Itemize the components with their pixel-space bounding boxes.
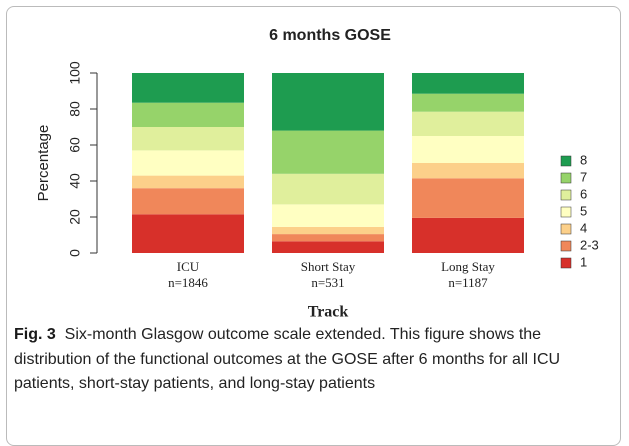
legend-label: 1 — [580, 254, 587, 269]
caption-text: Six-month Glasgow outcome scale extended… — [14, 326, 561, 392]
chart-title: 6 months GOSE — [269, 27, 391, 44]
bar-segment — [412, 136, 524, 163]
bar-segment — [272, 173, 384, 205]
bar-segment — [272, 226, 384, 235]
chart: 6 months GOSE Percentage Track 0 20 40 60 80… — [35, 27, 599, 320]
legend-label: 6 — [580, 186, 587, 201]
bar-segment — [132, 188, 244, 215]
legend-label: 5 — [580, 203, 587, 218]
legend-label: 2-3 — [580, 237, 599, 252]
bar-segment — [412, 111, 524, 136]
bar-segment — [272, 204, 384, 227]
x-tick-sublabel: n=1846 — [168, 275, 208, 290]
legend-swatch — [560, 172, 572, 184]
bar-segment — [132, 73, 244, 103]
y-tick-label: 60 — [67, 137, 83, 153]
legend-swatch — [560, 206, 572, 218]
bar-segment — [272, 130, 384, 174]
legend-swatch — [560, 223, 572, 235]
y-tick-label: 40 — [67, 173, 83, 189]
bar-segment — [412, 178, 524, 218]
page: 6 months GOSE Percentage Track 0 20 40 60 80… — [6, 6, 621, 446]
bar-segment — [272, 241, 384, 253]
bar-segment — [412, 73, 524, 94]
legend-swatch — [560, 240, 572, 252]
bar-segment — [132, 127, 244, 151]
caption: Fig. 3 Six-month Glasgow outcome scale e… — [14, 323, 614, 397]
bar-segment — [412, 93, 524, 112]
x-tick-label: ICU — [177, 259, 200, 274]
legend-label: 4 — [580, 220, 587, 235]
bar-segment — [132, 150, 244, 176]
legend-label: 8 — [580, 152, 587, 167]
bar-segment — [412, 217, 524, 253]
y-tick-label: 80 — [67, 101, 83, 117]
bar-segment — [412, 163, 524, 179]
x-tick-sublabel: n=1187 — [448, 275, 488, 290]
y-tick-label: 0 — [67, 249, 83, 257]
x-tick-label: Short Stay — [301, 259, 356, 274]
bar-segment — [132, 214, 244, 253]
x-tick-sublabel: n=531 — [311, 275, 344, 290]
y-axis-label: Percentage — [35, 125, 52, 202]
y-tick-label: 100 — [67, 61, 83, 85]
legend-label: 7 — [580, 169, 587, 184]
bar-segment — [272, 234, 384, 242]
bar-segment — [272, 73, 384, 131]
legend-swatch — [560, 155, 572, 167]
caption-label: Fig. 3 — [14, 326, 56, 343]
bar-segment — [132, 175, 244, 189]
y-tick-label: 20 — [67, 209, 83, 225]
legend-swatch — [560, 257, 572, 269]
bar-segment — [132, 102, 244, 127]
x-axis-label: Track — [308, 304, 349, 320]
legend-swatch — [560, 189, 572, 201]
x-tick-label: Long Stay — [441, 259, 495, 274]
